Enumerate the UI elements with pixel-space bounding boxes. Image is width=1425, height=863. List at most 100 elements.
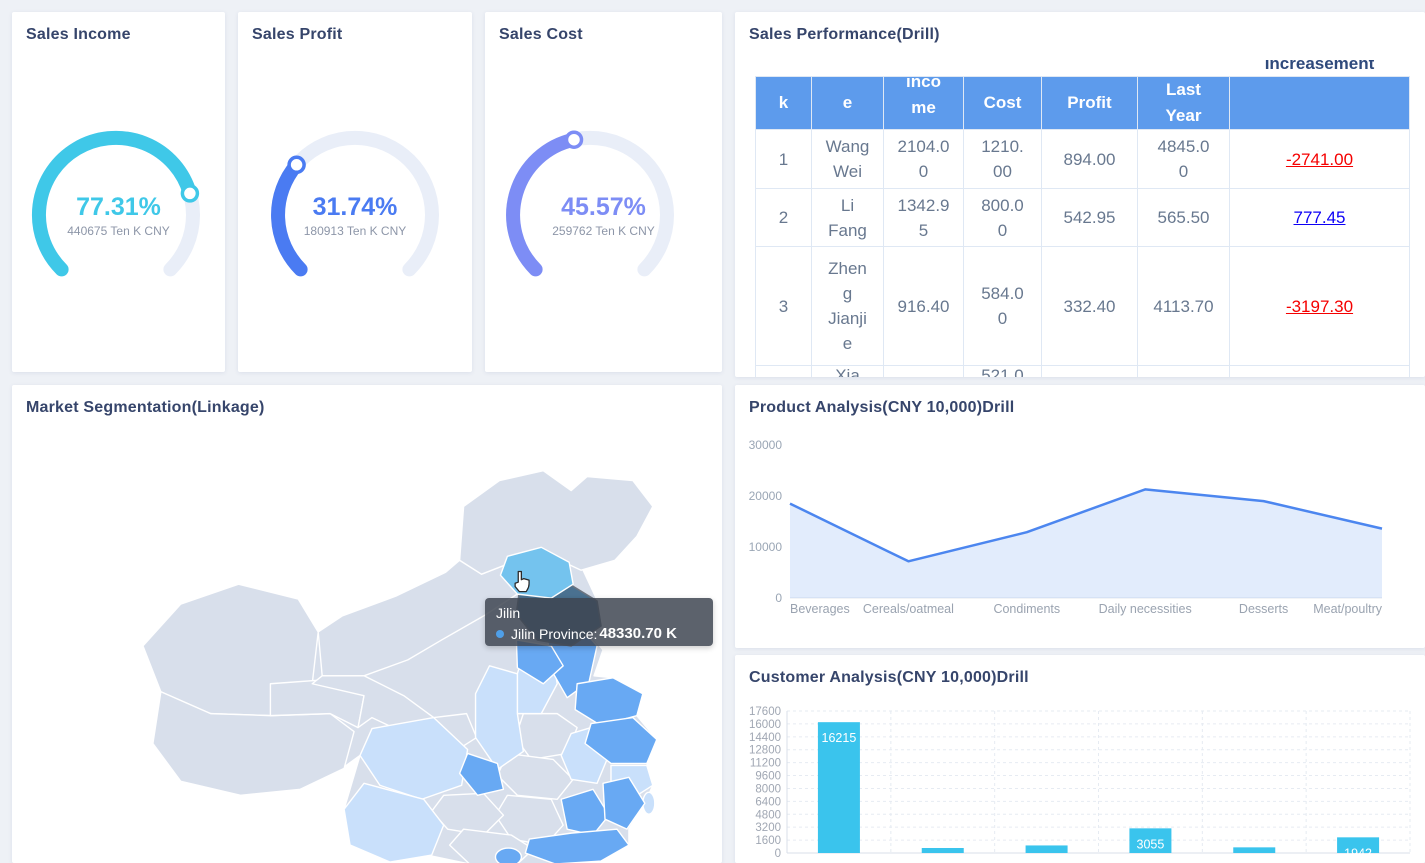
tooltip-series-label: Jilin Province: (511, 625, 598, 642)
sales-performance-table: Increasement k e inco me Cost Profit Las… (755, 60, 1411, 377)
y-tick-label: 30000 (749, 438, 783, 452)
bar-value-label: 3055 (1137, 837, 1165, 851)
card-title: Sales Income (26, 26, 131, 43)
y-tick-label: 17600 (749, 706, 781, 718)
y-tick-label: 3200 (755, 822, 781, 834)
bar[interactable] (921, 847, 964, 853)
cell-cost: 521.0 (963, 365, 1042, 377)
cell-last-year: 4113.70 (1137, 246, 1230, 366)
cell-increase: 777.45 (1229, 188, 1410, 247)
cell-rank: 3 (755, 246, 812, 366)
gauge-progress (271, 157, 308, 277)
customer-bar-chart[interactable]: 0160032004800640080009600112001280014400… (735, 655, 1425, 863)
x-category-label: Cereals/oatmeal (863, 602, 954, 616)
y-tick-label: 4800 (755, 809, 781, 821)
sales-profit-gauge (271, 130, 439, 277)
table-scrolled-header-row: Increasement (756, 60, 1410, 77)
y-tick-label: 1600 (755, 835, 781, 847)
map-region[interactable] (602, 776, 646, 830)
card-sales-performance: Sales Performance(Drill) Increasement k … (735, 12, 1425, 377)
table-row[interactable]: 2 Li Fang 1342.9 5 800.0 0 542.95 565.50… (755, 188, 1410, 247)
y-tick-label: 0 (775, 848, 781, 860)
y-tick-label: 9600 (755, 771, 781, 783)
gauge-handle (564, 130, 584, 149)
gauge-percent-value: 77.31% (76, 193, 161, 221)
map-region[interactable] (474, 665, 525, 771)
cell-rank (755, 365, 812, 377)
cell-income: 2104.0 0 (883, 129, 964, 189)
x-category-label: Desserts (1239, 602, 1288, 616)
drill-link[interactable]: 777.45 (1293, 208, 1346, 227)
cell-rank: 2 (755, 188, 812, 247)
table-row-partial[interactable]: Xia 521.0 (755, 365, 1410, 377)
card-title: Customer Analysis(CNY 10,000)Drill (749, 669, 1029, 686)
gauge-handle (180, 184, 200, 203)
map-region-hainan[interactable] (494, 847, 523, 863)
area-fill (790, 489, 1382, 598)
map-region[interactable] (524, 828, 630, 863)
table-row[interactable]: 3 Zhen g Jianji e 916.40 584.0 0 332.40 … (755, 246, 1410, 366)
card-product-analysis: Product Analysis(CNY 10,000)Drill 0 10000… (735, 385, 1425, 648)
cell-name: Wang Wei (811, 129, 884, 189)
gauge-sub-value: 180913 Ten K CNY (303, 224, 407, 238)
map-tooltip: Jilin Jilin Province: 48330.70 K (485, 598, 713, 646)
gauge-percent-value: 31.74% (312, 193, 398, 221)
header-income: inco me (883, 76, 964, 130)
card-title: Sales Performance(Drill) (749, 26, 940, 43)
gauge-progress (506, 132, 581, 277)
gauge-sub-value: 259762 Ten K CNY (552, 224, 655, 238)
scrolled-header-increasement: Increasement (1264, 60, 1375, 73)
cell-increase: -3197.30 (1229, 246, 1410, 366)
cell-name: Xia (811, 365, 884, 377)
cell-income: 916.40 (883, 246, 964, 366)
map-region[interactable] (560, 788, 610, 836)
card-title: Sales Profit (252, 26, 343, 43)
x-category-label: Daily necessities (1099, 602, 1192, 616)
card-sales-income: Sales Income 77.31% 440675 Ten K CNY (12, 12, 225, 372)
y-tick-label: 14400 (749, 732, 781, 744)
header-rank: k (755, 76, 812, 130)
cell-profit: 894.00 (1041, 129, 1138, 189)
tooltip-value: 48330.70 K (599, 625, 677, 642)
bar-value-label: 1942 (1344, 846, 1372, 860)
card-sales-cost: Sales Cost 45.57% 259762 Ten K CNY (485, 12, 722, 372)
cell-profit: 542.95 (1041, 188, 1138, 247)
bar[interactable] (1025, 845, 1068, 853)
card-title: Product Analysis(CNY 10,000)Drill (749, 399, 1015, 416)
card-customer-analysis: Customer Analysis(CNY 10,000)Drill 0 1600… (735, 655, 1425, 863)
cell-income (883, 365, 964, 377)
map-region[interactable] (458, 752, 505, 796)
cell-cost: 584.0 0 (963, 246, 1042, 366)
header-cost: Cost (963, 76, 1042, 130)
cell-income: 1342.9 5 (883, 188, 964, 247)
series-line (789, 488, 1383, 563)
product-area-chart[interactable]: 0 10000 20000 30000 Beverages Cereals/oatmeal… (735, 385, 1425, 648)
drill-link[interactable]: -2741.00 (1285, 149, 1354, 169)
header-last-year: Last Year (1137, 76, 1230, 130)
cell-last-year: 565.50 (1137, 188, 1230, 247)
y-tick-label: 20000 (749, 489, 783, 503)
map-region[interactable] (574, 677, 644, 727)
cell-last-year (1137, 365, 1230, 377)
cell-cost: 1210. 00 (963, 129, 1042, 189)
drill-link[interactable]: -3197.30 (1285, 296, 1354, 316)
y-tick-label: 8000 (755, 783, 781, 795)
map-region[interactable] (152, 691, 355, 796)
map-region[interactable] (359, 716, 469, 800)
cell-cost: 800.0 0 (963, 188, 1042, 247)
china-choropleth-map[interactable] (12, 385, 722, 863)
y-tick-label: 0 (775, 591, 782, 605)
header-name: e (811, 76, 884, 130)
x-category-label: Condiments (993, 602, 1060, 616)
card-sales-profit: Sales Profit 31.74% 180913 Ten K CNY (238, 12, 472, 372)
x-category-label: Beverages (790, 602, 850, 616)
bar[interactable] (817, 722, 860, 853)
table-row[interactable]: 1 Wang Wei 2104.0 0 1210. 00 894.00 4845… (755, 129, 1410, 189)
y-tick-label: 16000 (749, 719, 781, 731)
card-market-segmentation: Market Segmentation(Linkage) (12, 385, 722, 863)
bar[interactable] (1233, 847, 1276, 853)
bar[interactable] (1129, 828, 1172, 853)
map-region[interactable] (343, 782, 445, 863)
bar[interactable] (1337, 837, 1380, 853)
map-region[interactable] (584, 716, 658, 765)
